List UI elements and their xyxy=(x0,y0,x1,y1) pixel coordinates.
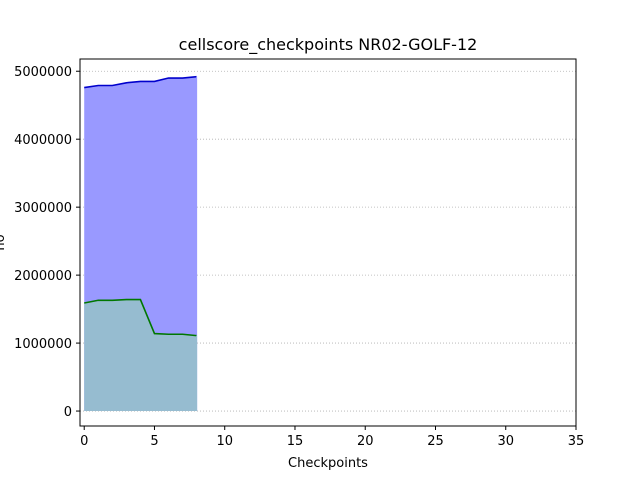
x-tick-label: 35 xyxy=(568,434,585,449)
y-tick-label: 3000000 xyxy=(14,201,72,216)
y-tick-label: 5000000 xyxy=(14,65,72,80)
series-2-line xyxy=(84,298,197,337)
y-tick-label: 1000000 xyxy=(14,337,72,352)
x-tick-label: 5 xyxy=(150,434,158,449)
plot-frame xyxy=(79,58,577,427)
x-axis: 0 5 10 15 20 25 30 35 xyxy=(80,426,584,449)
x-tick-label: 25 xyxy=(427,434,444,449)
series-2-area xyxy=(84,299,197,412)
x-axis-label: Checkpoints xyxy=(288,456,368,471)
y-tick-label: 4000000 xyxy=(14,133,72,148)
y-axis: 0 1000000 2000000 3000000 4000000 5000000 xyxy=(14,65,80,420)
x-tick-label: 30 xyxy=(497,434,514,449)
y-tick-label: 0 xyxy=(64,405,72,420)
y-tick-label: 2000000 xyxy=(14,269,72,284)
x-tick-label: 10 xyxy=(216,434,233,449)
series-1-line xyxy=(84,75,197,89)
y-axis-label: no xyxy=(0,234,8,250)
x-tick-label: 0 xyxy=(80,434,88,449)
x-tick-label: 15 xyxy=(287,434,304,449)
plot-series xyxy=(84,75,198,412)
chart-title: cellscore_checkpoints NR02-GOLF-12 xyxy=(179,35,478,55)
x-tick-label: 20 xyxy=(357,434,374,449)
